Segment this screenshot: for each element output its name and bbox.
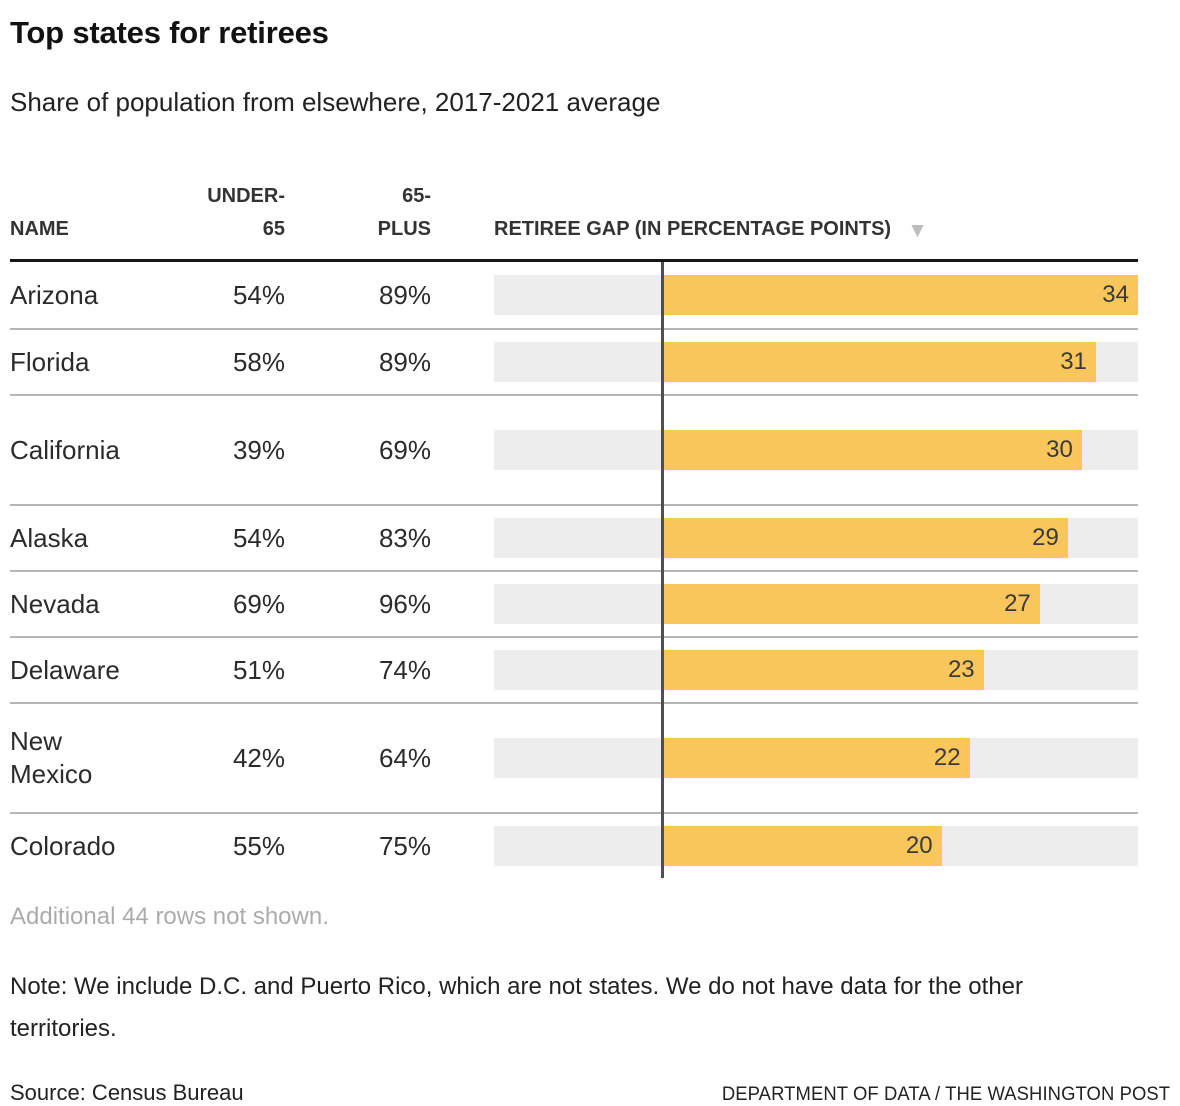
bar-track: 29 [494,518,1138,558]
gap-value-label: 27 [1004,590,1031,617]
gap-bar-cell: 30 [494,430,1138,470]
sort-descending-triangle-icon[interactable]: ▼ [907,219,928,242]
state-name-text: Delaware [10,654,120,685]
under65-value: 42% [232,742,285,773]
gap-value-label: 20 [905,832,933,859]
table-body: Arizona 54% 89% 34 Florida 58% 89% 31 California… [10,262,1138,878]
gap-bar-cell: 27 [494,584,1138,624]
credit-label: DEPARTMENT OF DATA / THE WASHINGTON POST [721,1084,1170,1105]
state-name-text: Arizona [10,279,99,310]
table-row: California 39% 69% 30 [10,394,1138,504]
gap-bar: 27 [660,584,1040,624]
column-header-name[interactable]: NAME [10,218,69,240]
retirees-table-page: Top states for retirees Share of populat… [10,15,1170,1105]
plus65-value: 69% [378,434,431,465]
plus65-value: 75% [378,830,431,861]
state-name: Alaska [10,522,170,555]
additional-rows-note: Additional 44 rows not shown. [10,903,329,930]
plus65-value: 83% [378,522,431,553]
state-name: Colorado [10,830,170,863]
gap-value-label: 31 [1060,348,1087,375]
table-row: Florida 58% 89% 31 [10,328,1138,394]
plus65-value: 74% [378,654,431,685]
page-subtitle: Share of population from elsewhere, 2017… [10,87,661,117]
gap-bar: 34 [660,275,1138,315]
state-name-text: Alaska [10,522,89,553]
state-name-text: New Mexico [10,726,93,789]
plus65-value: 89% [378,279,431,310]
under65-value: 55% [232,830,285,861]
state-name: California [10,434,170,467]
plus65-value: 96% [378,588,431,619]
bar-track: 22 [494,738,1138,778]
bar-track: 23 [494,650,1138,690]
under65-value: 54% [232,522,285,553]
gap-bar: 29 [660,518,1068,558]
state-name: Arizona [10,279,170,312]
state-name-text: Florida [10,346,90,377]
under65-value: 51% [232,654,285,685]
bar-track: 30 [494,430,1138,470]
plus65-value: 89% [378,346,431,377]
plus65-value: 64% [378,742,431,773]
under65-value: 54% [232,279,285,310]
gap-value-label: 23 [947,656,975,683]
gap-value-label: 22 [933,744,961,771]
gap-bar: 22 [660,738,970,778]
source-row: Source: Census Bureau DEPARTMENT OF DATA… [10,1080,1170,1106]
gap-bar: 20 [660,826,942,866]
gap-bar: 31 [660,342,1096,382]
footnote: Note: We include D.C. and Puerto Rico, w… [10,973,1024,1042]
bar-track: 34 [494,275,1138,315]
table-header-row: NAME UNDER- 65 65- PLUS RETIREE GAP (IN … [10,118,1138,262]
bar-track: 31 [494,342,1138,382]
state-name: Nevada [10,588,170,621]
state-name: New Mexico [10,725,170,791]
gap-bar: 23 [660,650,984,690]
zero-baseline [660,262,664,878]
gap-value-label: 29 [1032,524,1059,551]
under65-value: 69% [232,588,285,619]
retiree-gap-header-label: RETIREE GAP (IN PERCENTAGE POINTS) [494,218,892,240]
state-name: Delaware [10,654,170,687]
gap-bar-cell: 23 [494,650,1138,690]
table-row: Nevada 69% 96% 27 [10,570,1138,636]
gap-bar-cell: 22 [494,738,1138,778]
bar-track: 27 [494,584,1138,624]
column-header-under65[interactable]: UNDER- 65 [207,185,285,240]
table-row: Colorado 55% 75% 20 [10,812,1138,878]
state-name-text: Colorado [10,830,116,861]
column-header-65plus[interactable]: 65- PLUS [377,185,431,240]
gap-bar-cell: 31 [494,342,1138,382]
gap-bar-cell: 20 [494,826,1138,866]
state-name-text: California [10,434,120,465]
table-row: Arizona 54% 89% 34 [10,262,1138,328]
gap-value-label: 30 [1046,436,1073,463]
column-header-retiree-gap[interactable]: RETIREE GAP (IN PERCENTAGE POINTS) ▼ [494,213,1138,246]
under65-value: 39% [232,434,285,465]
gap-bar-cell: 29 [494,518,1138,558]
table-row: Alaska 54% 83% 29 [10,504,1138,570]
table-row: Delaware 51% 74% 23 [10,636,1138,702]
state-name: Florida [10,346,170,379]
gap-bar-cell: 34 [494,275,1138,315]
table-row: New Mexico 42% 64% 22 [10,702,1138,812]
state-name-text: Nevada [10,588,100,619]
bar-track: 20 [494,826,1138,866]
gap-value-label: 34 [1102,281,1129,308]
gap-bar: 30 [660,430,1082,470]
source-label: Source: Census Bureau [10,1080,244,1105]
page-title: Top states for retirees [10,15,329,50]
under65-value: 58% [232,346,285,377]
